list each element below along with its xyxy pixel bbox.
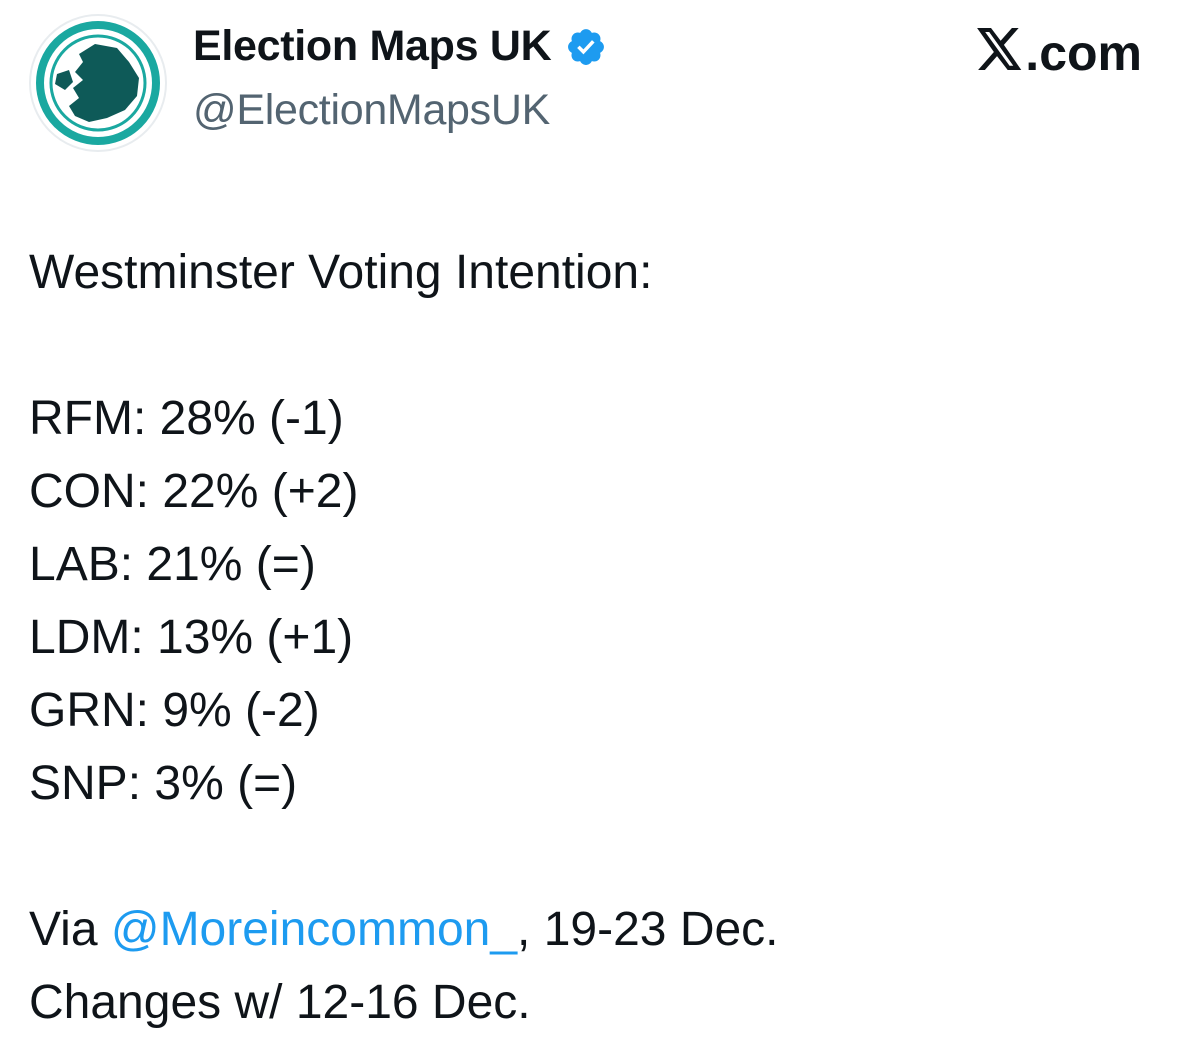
display-name[interactable]: Election Maps UK bbox=[193, 22, 552, 70]
result-line-rfm: RFM: 28% (-1) bbox=[29, 392, 344, 445]
source-line: Via @Moreincommon_, 19-23 Dec. bbox=[29, 893, 779, 966]
blank-line bbox=[29, 820, 779, 893]
changes-note: Changes w/ 12-16 Dec. bbox=[29, 976, 531, 1029]
verified-badge-icon bbox=[568, 28, 605, 65]
result-line-grn: GRN: 9% (-2) bbox=[29, 684, 320, 737]
avatar[interactable] bbox=[29, 14, 167, 152]
result-line-ldm: LDM: 13% (+1) bbox=[29, 611, 354, 664]
source-suffix: , 19-23 Dec. bbox=[517, 903, 779, 956]
source-mention-link[interactable]: @Moreincommon_ bbox=[110, 903, 518, 956]
result-line-snp: SNP: 3% (=) bbox=[29, 757, 298, 810]
result-line-lab: LAB: 21% (=) bbox=[29, 538, 316, 591]
x-logo-icon bbox=[977, 24, 1023, 82]
post-body: Westminster Voting Intention: RFM: 28% (… bbox=[29, 236, 779, 1039]
account-handle[interactable]: @ElectionMapsUK bbox=[193, 86, 551, 134]
x-domain-label: .com bbox=[1025, 25, 1142, 81]
result-line-con: CON: 22% (+2) bbox=[29, 465, 359, 518]
uk-map-logo-icon bbox=[35, 20, 161, 146]
x-brand: .com bbox=[977, 24, 1142, 82]
blank-line bbox=[29, 309, 779, 382]
account-name-row: Election Maps UK bbox=[193, 22, 607, 71]
post-heading: Westminster Voting Intention: bbox=[29, 246, 653, 299]
source-prefix: Via bbox=[29, 903, 111, 956]
